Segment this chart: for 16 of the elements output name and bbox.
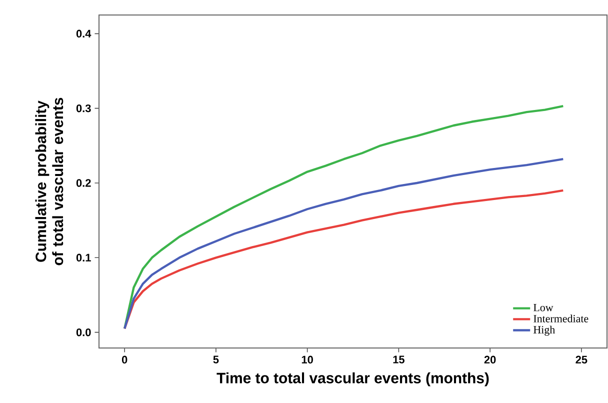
x-tick-label: 20 [484,356,496,364]
x-tick-label: 0 [122,356,128,364]
x-tick-label: 15 [393,356,404,364]
y-tick-label: 0.0 [76,328,91,336]
x-axis-title: Time to total vascular events (months) [216,372,489,386]
legend-label: High [534,326,555,336]
y-axis-title: Cumulative probability of total vascular events [35,98,64,266]
x-tick-label: 25 [576,356,588,364]
y-tick-label: 0.2 [76,179,91,187]
x-tick-label: 5 [213,356,219,364]
legend-label: Intermediate [534,314,588,322]
y-tick-label: 0.3 [76,104,91,112]
y-tick-label: 0.4 [76,30,92,38]
legend-label: Low [534,304,554,312]
y-tick-label: 0.1 [76,254,91,262]
x-tick-label: 10 [302,356,313,364]
